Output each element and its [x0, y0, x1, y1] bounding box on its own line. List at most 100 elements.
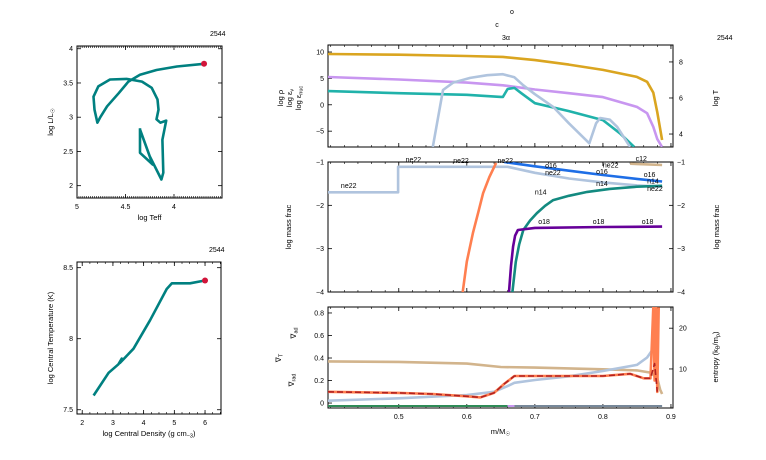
- series-line-log-: [328, 86, 636, 147]
- series-line-ne22: [328, 165, 663, 194]
- x-tick-label: 4: [172, 204, 176, 211]
- plot-frame: [76, 45, 223, 199]
- curve-label-o16: o16: [545, 163, 557, 170]
- panel-tc_rhoc: 2 3 4 5 6 8.5 8 7.5 2544 log Central Density (g c…: [46, 247, 225, 440]
- y2-axis-label: log T: [711, 89, 720, 106]
- x-tick-label: 4: [142, 420, 146, 427]
- y-tick-label: −5: [316, 129, 324, 136]
- series-line-c12: [630, 162, 663, 167]
- x-tick-label: 0.8: [598, 414, 608, 421]
- series-line-log-: [328, 75, 664, 147]
- y2-tick-label: −4: [677, 290, 685, 297]
- y2-tick-label: 4: [679, 132, 683, 139]
- series-line-unlabeled: [92, 279, 206, 397]
- curve-label-o18: o18: [642, 219, 654, 226]
- y-tick-label: 4: [69, 46, 73, 53]
- x-tick-label: 0.5: [394, 414, 404, 421]
- y-tick-label: −3: [316, 246, 324, 253]
- y-tick-label: 3: [69, 115, 73, 122]
- x-tick-label: 0.9: [666, 414, 676, 421]
- y-tick-label: 0.8: [314, 310, 324, 317]
- y-axis-label: log L/L☉: [46, 108, 57, 136]
- curve-label-ne22: ne22: [497, 158, 513, 165]
- curve-label-ne22: ne22: [341, 183, 357, 190]
- model-number: 2544: [210, 31, 226, 38]
- series-line--rad: [328, 307, 660, 399]
- y2-tick-label: −2: [677, 203, 685, 210]
- series-line-n14: [511, 184, 663, 292]
- current-model-marker: [202, 277, 209, 284]
- x-tick-label: 6: [203, 420, 207, 427]
- curve-label-n14: n14: [647, 179, 659, 186]
- curve-label-ne22: ne22: [453, 158, 469, 165]
- burning-region-label: o: [510, 9, 514, 16]
- burning-region-label: c: [495, 22, 499, 29]
- y-tick-label: 3.5: [63, 80, 73, 87]
- panel-profile_grad: 0.5 0.6 0.7 0.8 0.9 0.8 0.6 0.4 0.2 0 20 10 m/M☉ ∇ad ∇…: [274, 306, 722, 438]
- curve-label-ne22: ne22: [647, 186, 663, 193]
- curve-label-ne22: ne22: [545, 170, 561, 177]
- plot-frame: [327, 161, 674, 293]
- series-line-unlabeled: [92, 62, 205, 181]
- curve-label-n14: n14: [596, 181, 608, 188]
- y-tick-label: 2.5: [63, 149, 73, 156]
- curve-label-ne22: ne22: [406, 157, 422, 164]
- y-axis-label: log mass frac: [284, 204, 293, 249]
- y-tick-label: 0: [320, 102, 324, 109]
- curve-label-o16: o16: [644, 172, 656, 179]
- curve-label-c12: c12: [636, 156, 647, 163]
- y2-tick-label: 20: [679, 326, 687, 333]
- panel-profile_abund: −1 −1 −2 −2 −3 −3 −4 −4 ne22 ne22 ne22 ne22 ne22 ne22…: [284, 156, 721, 296]
- y-tick-label: −1: [316, 160, 324, 167]
- series-line-o16: [504, 162, 663, 183]
- y2-axis-label: entropy (kB/mp): [711, 331, 722, 382]
- y-axis-label: log εnuc: [294, 86, 305, 111]
- x-tick-label: 5: [75, 204, 79, 211]
- y-axis-label: log ρ: [276, 90, 285, 106]
- x-tick-label: 4.5: [121, 204, 131, 211]
- plot-area: [328, 307, 664, 407]
- x-tick-label: 5: [172, 420, 176, 427]
- y2-tick-label: −3: [677, 246, 685, 253]
- y-tick-label: −4: [316, 290, 324, 297]
- x-axis-label: m/M☉: [491, 427, 511, 438]
- series-line--t: [328, 362, 659, 399]
- y-tick-label: 8: [69, 336, 73, 343]
- y-tick-label: 0: [320, 401, 324, 408]
- series-line-unlabeled: [461, 162, 498, 292]
- y-tick-label: 7.5: [63, 407, 73, 414]
- panel-hr: 5 4.5 4 4 3.5 3 2.5 2 2544 log Teff log L/L☉: [46, 31, 226, 222]
- curve-label-ne22: ne22: [603, 163, 619, 170]
- curve-label-o18: o18: [593, 219, 605, 226]
- y-tick-label: 0.4: [314, 356, 324, 363]
- y-tick-label: 10: [316, 50, 324, 57]
- series-line--ad: [328, 360, 664, 395]
- curve-label-n14: n14: [535, 190, 547, 197]
- y2-tick-label: 8: [679, 59, 683, 66]
- curve-label-o18: o18: [538, 219, 550, 226]
- burning-region-label: 3α: [502, 35, 510, 42]
- y2-axis-label: log mass frac: [712, 204, 721, 249]
- series-line-log-nuc: [431, 72, 632, 147]
- plot-area: [328, 162, 663, 292]
- y-axis-label: log εν: [285, 89, 296, 107]
- y2-tick-label: 10: [679, 366, 687, 373]
- y-axis-label: log Central Temperature (K): [46, 291, 55, 384]
- curve-label-o16: o16: [596, 169, 608, 176]
- y-tick-label: −2: [316, 203, 324, 210]
- y-axis-label: ∇T: [274, 353, 285, 363]
- y-tick-label: 8.5: [63, 265, 73, 272]
- current-model-marker: [201, 60, 208, 67]
- x-tick-label: 0.7: [530, 414, 540, 421]
- y-tick-label: 2: [69, 183, 73, 190]
- x-tick-label: 0.6: [462, 414, 472, 421]
- x-tick-label: 3: [111, 420, 115, 427]
- y-tick-label: 0.2: [314, 378, 324, 385]
- y2-tick-label: −1: [677, 160, 685, 167]
- x-axis-label: log Teff: [138, 213, 163, 222]
- y-tick-label: 0.6: [314, 333, 324, 340]
- x-tick-label: 2: [80, 420, 84, 427]
- x-axis-label: log Central Density (g cm−3): [103, 429, 196, 440]
